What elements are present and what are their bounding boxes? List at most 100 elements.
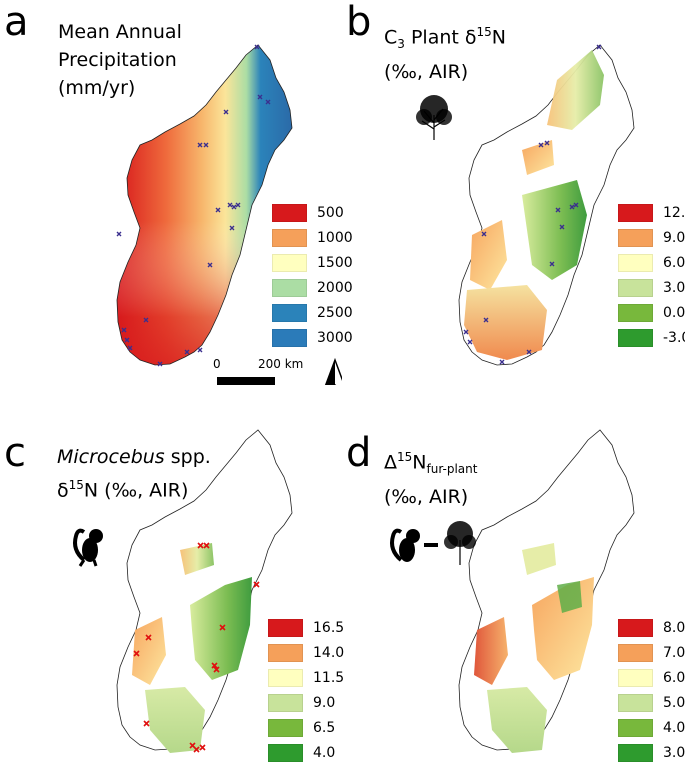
legend: 12.0 9.0 6.0 3.0 0.0 -3.0 [618, 200, 685, 350]
title-rest: Plant δ [404, 26, 477, 49]
legend-swatch [618, 618, 653, 637]
legend-item: 14.0 [268, 640, 344, 665]
title-post: N (‰, AIR) [83, 479, 189, 502]
legend-label: 9.0 [313, 694, 336, 711]
legend-swatch [618, 203, 653, 222]
legend-item: 4.0 [618, 715, 685, 740]
title-sup: 15 [476, 25, 492, 39]
legend-item: 1000 [272, 225, 353, 250]
legend-item: 9.0 [268, 690, 344, 715]
tree-icon [444, 521, 476, 565]
title-n: N [412, 451, 427, 474]
legend-swatch [618, 278, 653, 297]
tree-icon [416, 95, 452, 140]
legend-label: 3.0 [663, 744, 685, 761]
legend-swatch [268, 718, 303, 737]
title-line-1: Mean Annual [58, 21, 182, 43]
legend-swatch [618, 228, 653, 247]
title-line-1: Δ15Nfur-plant [384, 443, 477, 483]
legend-label: 3.0 [663, 279, 685, 296]
legend-label: 7.0 [663, 644, 685, 661]
legend-label: 500 [317, 204, 344, 221]
title-line-1: C3 Plant δ15N [384, 18, 506, 58]
legend-label: 9.0 [663, 229, 685, 246]
legend-label: 6.0 [663, 669, 685, 686]
legend: 500 1000 1500 2000 2500 3000 [272, 200, 353, 350]
legend-label: 12.0 [663, 204, 685, 221]
panel-letter: b [346, 0, 372, 45]
legend-swatch [272, 328, 307, 347]
panel-a-precipitation: a Mean Annual Precipitation (mm/yr) 500 1… [0, 0, 353, 385]
title-line-2: Precipitation [58, 49, 177, 71]
legend: 16.5 14.0 11.5 9.0 6.5 4.0 [268, 615, 344, 765]
legend-swatch [268, 618, 303, 637]
legend-swatch [272, 303, 307, 322]
legend-item: -3.0 [618, 325, 685, 350]
legend-item: 6.0 [618, 665, 685, 690]
legend-item: 3000 [272, 325, 353, 350]
legend-swatch [272, 228, 307, 247]
legend-swatch [618, 693, 653, 712]
legend-item: 9.0 [618, 225, 685, 250]
legend-swatch [618, 253, 653, 272]
legend-item: 11.5 [268, 665, 344, 690]
legend-item: 16.5 [268, 615, 344, 640]
title-line-2: (‰, AIR) [384, 486, 469, 509]
legend-item: 2500 [272, 300, 353, 325]
legend-swatch [618, 328, 653, 347]
title-line-2: δ15N (‰, AIR) [57, 471, 211, 504]
plant-d15n-map [416, 44, 635, 366]
panel-letter: a [4, 0, 29, 45]
legend-swatch [268, 743, 303, 762]
legend-item: 1500 [272, 250, 353, 275]
site-markers-b [463, 44, 602, 365]
legend-item: 3.0 [618, 740, 685, 765]
title-n: N [491, 26, 506, 49]
site-markers-a [116, 44, 271, 367]
legend-label: 14.0 [313, 644, 345, 661]
title-sup: 15 [397, 450, 413, 464]
legend-label: 2000 [317, 279, 353, 296]
legend-label: 2500 [317, 304, 353, 321]
legend-swatch [272, 278, 307, 297]
title-sub: fur-plant [426, 462, 478, 477]
legend-label: 0.0 [663, 304, 685, 321]
legend-label: 16.5 [313, 619, 345, 636]
legend-item: 0.0 [618, 300, 685, 325]
legend-label: 4.0 [313, 744, 336, 761]
scale-zero-label: 0 [213, 357, 221, 371]
legend-swatch [618, 643, 653, 662]
title-pre: δ [57, 479, 69, 502]
legend-item: 4.0 [268, 740, 344, 765]
panel-title: Mean Annual Precipitation (mm/yr) [58, 18, 182, 102]
legend-item: 8.0 [618, 615, 685, 640]
legend-swatch [618, 718, 653, 737]
minus-icon [424, 543, 438, 547]
legend: 8.0 7.0 6.0 5.0 4.0 3.0 [618, 615, 685, 765]
title-line-1: Microcebus spp. [57, 443, 211, 471]
legend-swatch [268, 693, 303, 712]
legend-label: -3.0 [663, 329, 685, 346]
title-sup: 15 [68, 478, 84, 492]
legend-item: 500 [272, 200, 353, 225]
scale-bar [217, 377, 275, 385]
legend-item: 3.0 [618, 275, 685, 300]
panel-d-delta-fur-plant: d Δ15Nfur-plant (‰, AIR) 8.0 7.0 6.0 5.0 4.0… [342, 385, 685, 770]
legend-swatch [618, 668, 653, 687]
delta-fur-plant-map [390, 429, 635, 753]
legend-swatch [268, 668, 303, 687]
legend-item: 2000 [272, 275, 353, 300]
legend-item: 6.5 [268, 715, 344, 740]
legend-swatch [618, 303, 653, 322]
legend-label: 3000 [317, 329, 353, 346]
title-italic: Microcebus [57, 446, 165, 468]
scale-distance-label: 200 km [258, 357, 304, 371]
microcebus-d15n-map [73, 429, 293, 753]
title-c: C [384, 26, 398, 49]
panel-c-microcebus-d15n: c Microcebus spp. δ15N (‰, AIR) 16.5 14.0… [0, 385, 344, 770]
legend-item: 5.0 [618, 690, 685, 715]
lemur-icon [73, 528, 103, 567]
title-rest: spp. [164, 446, 211, 468]
legend-swatch [618, 743, 653, 762]
panel-title: Microcebus spp. δ15N (‰, AIR) [57, 443, 211, 504]
